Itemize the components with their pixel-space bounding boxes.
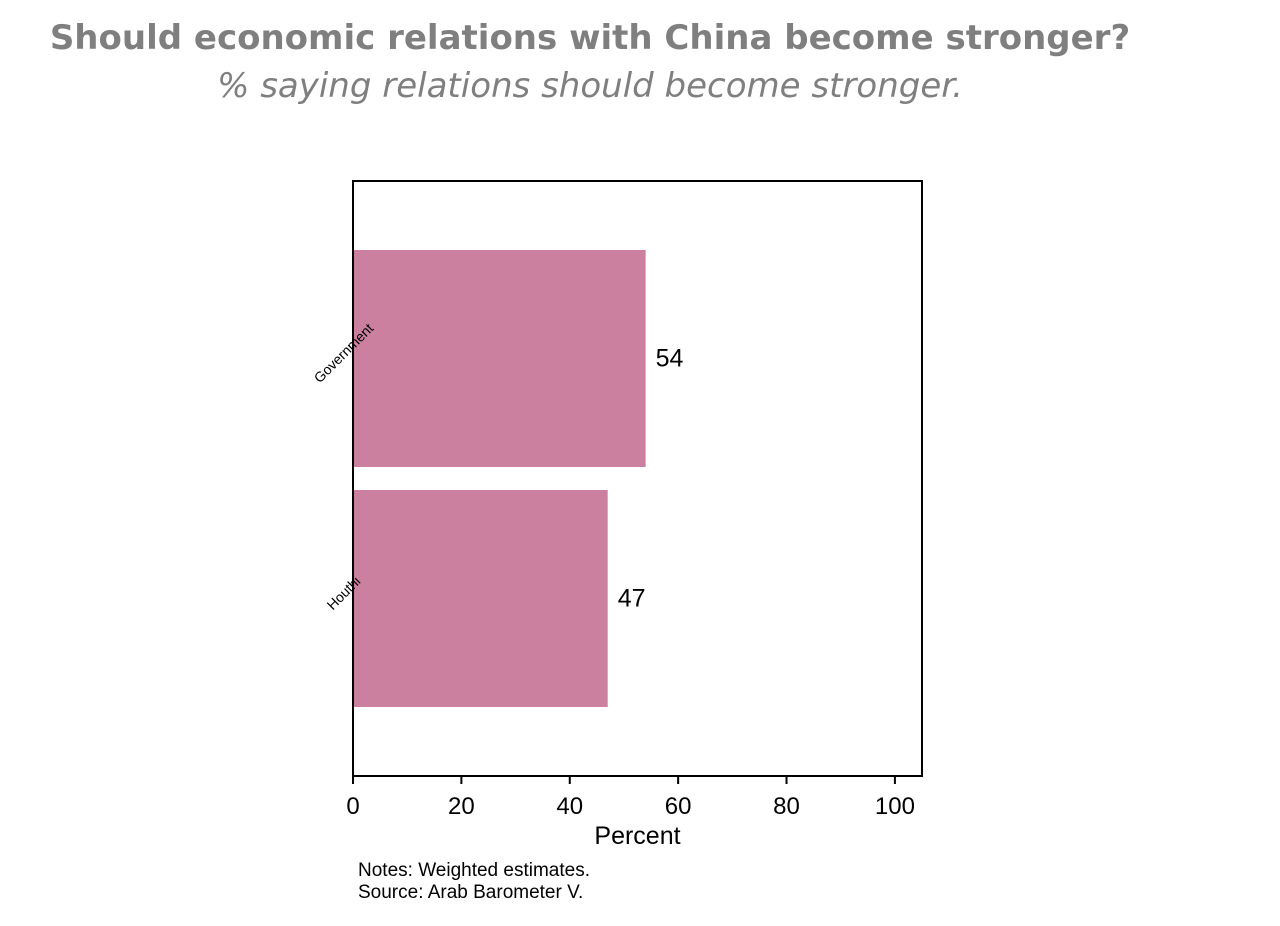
x-axis-ticks: 0 20 40 60 80 100: [346, 776, 915, 820]
value-labels-group: 54 47: [618, 345, 684, 613]
chart-notes: Notes: Weighted estimates. Source: Arab …: [358, 860, 590, 904]
bars-group: [354, 250, 646, 707]
bar-houthi: [354, 490, 608, 707]
bar-government: [354, 250, 646, 467]
source-line: Source: Arab Barometer V.: [358, 882, 584, 903]
chart-title: Should economic relations with China bec…: [49, 18, 1131, 58]
x-tick-label: 20: [448, 793, 475, 820]
value-label-houthi: 47: [618, 585, 646, 613]
x-tick-label: 80: [773, 793, 800, 820]
x-tick-label: 0: [346, 793, 359, 820]
chart-subtitle: % saying relations should become stronge…: [217, 66, 963, 106]
x-axis-title: Percent: [594, 822, 680, 850]
plot-frame: [352, 180, 923, 777]
x-tick-label: 100: [875, 793, 915, 820]
value-label-government: 54: [656, 345, 684, 373]
notes-line: Notes: Weighted estimates.: [358, 860, 590, 881]
x-tick-label: 40: [556, 793, 583, 820]
x-tick-label: 60: [665, 793, 692, 820]
